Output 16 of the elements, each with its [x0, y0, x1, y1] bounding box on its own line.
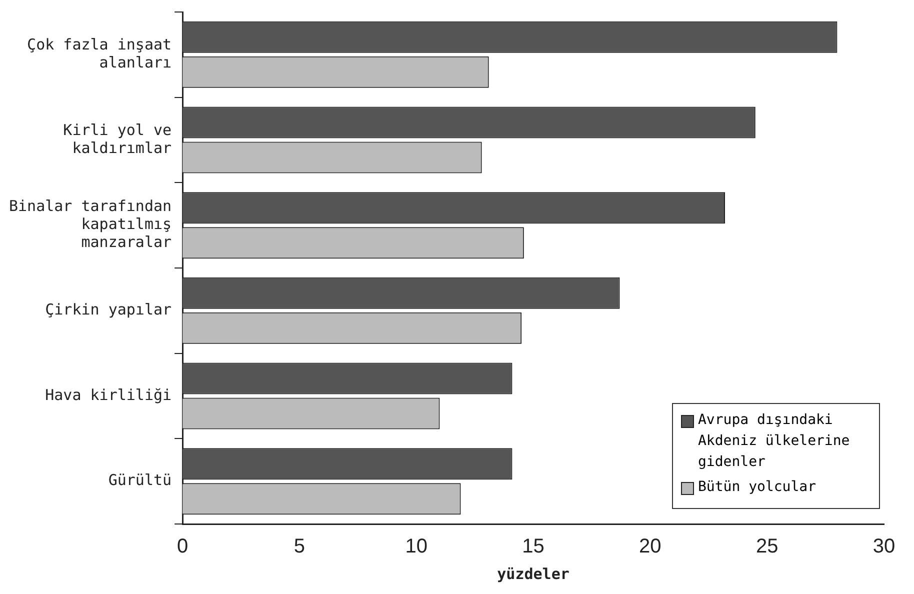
y-tick-label: Kirli yol ve kaldırımlar — [63, 120, 172, 157]
x-tick-label: 25 — [756, 536, 778, 558]
legend-label: Bütün yolcular — [698, 478, 816, 497]
y-tick-label: Gürültü — [108, 471, 172, 490]
x-tick-label: 5 — [294, 536, 306, 558]
x-tick-label: 0 — [176, 536, 188, 558]
x-tick-label: 10 — [405, 536, 428, 558]
y-tick-label: Çirkin yapılar — [45, 300, 172, 319]
legend-label: Avrupa dışındaki Akdeniz ülkelerine gidenler — [698, 411, 851, 472]
x-tick-label: 15 — [522, 536, 544, 558]
x-tick-label: 20 — [639, 536, 662, 558]
y-tick-label: Hava kirliliği — [45, 386, 172, 404]
y-tick-label: Binalar tarafından kapatılmış manzaralar — [8, 197, 172, 252]
y-tick-label: Çok fazla inşaat alanları — [27, 36, 172, 72]
x-axis-title: yüzdeler — [497, 564, 570, 583]
x-tick-label: 30 — [872, 536, 896, 558]
